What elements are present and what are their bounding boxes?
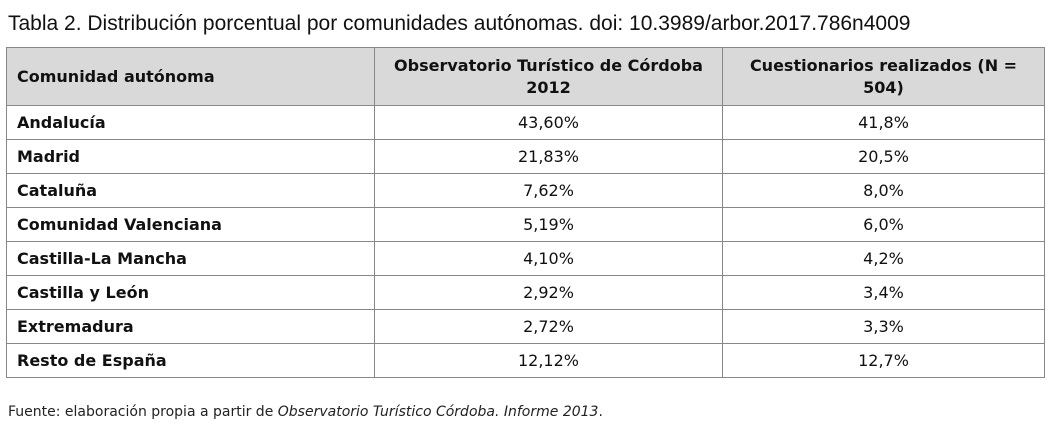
row-cuestionarios-value: 20,5% bbox=[722, 139, 1045, 174]
source-prefix: Fuente: elaboración propia a partir de bbox=[8, 404, 278, 420]
row-observatorio-value: 21,83% bbox=[374, 139, 723, 174]
row-label: Resto de España bbox=[6, 343, 375, 378]
row-label: Madrid bbox=[6, 139, 375, 174]
table-row: Castilla-La Mancha 4,10% 4,2% bbox=[6, 241, 1045, 276]
row-cuestionarios-value: 12,7% bbox=[722, 343, 1045, 378]
row-label: Cataluña bbox=[6, 173, 375, 208]
table-row: Cataluña 7,62% 8,0% bbox=[6, 173, 1045, 208]
row-observatorio-value: 5,19% bbox=[374, 207, 723, 242]
row-observatorio-value: 4,10% bbox=[374, 241, 723, 276]
row-observatorio-value: 2,72% bbox=[374, 309, 723, 344]
row-cuestionarios-value: 6,0% bbox=[722, 207, 1045, 242]
row-observatorio-value: 7,62% bbox=[374, 173, 723, 208]
table-header-row: Comunidad autónoma Observatorio Turístic… bbox=[6, 47, 1045, 106]
row-cuestionarios-value: 8,0% bbox=[722, 173, 1045, 208]
header-observatorio: Observatorio Turístico de Córdoba 2012 bbox=[374, 47, 723, 106]
row-cuestionarios-value: 3,4% bbox=[722, 275, 1045, 310]
table-row: Andalucía 43,60% 41,8% bbox=[6, 105, 1045, 140]
table-row: Extremadura 2,72% 3,3% bbox=[6, 309, 1045, 344]
distribution-table: Comunidad autónoma Observatorio Turístic… bbox=[6, 47, 1045, 378]
row-label: Castilla y León bbox=[6, 275, 375, 310]
row-cuestionarios-value: 4,2% bbox=[722, 241, 1045, 276]
source-suffix: . bbox=[598, 404, 603, 420]
source-note: Fuente: elaboración propia a partir de O… bbox=[8, 404, 603, 420]
table-container: Comunidad autónoma Observatorio Turístic… bbox=[6, 47, 1045, 378]
row-label: Extremadura bbox=[6, 309, 375, 344]
source-italic-title: Observatorio Turístico Córdoba. Informe … bbox=[277, 404, 599, 420]
row-cuestionarios-value: 41,8% bbox=[722, 105, 1045, 140]
row-label: Comunidad Valenciana bbox=[6, 207, 375, 242]
table-row: Resto de España 12,12% 12,7% bbox=[6, 343, 1045, 378]
row-label: Andalucía bbox=[6, 105, 375, 140]
header-cuestionarios: Cuestionarios realizados (N = 504) bbox=[722, 47, 1045, 106]
row-cuestionarios-value: 3,3% bbox=[722, 309, 1045, 344]
table-row: Castilla y León 2,92% 3,4% bbox=[6, 275, 1045, 310]
row-label: Castilla-La Mancha bbox=[6, 241, 375, 276]
table-row: Madrid 21,83% 20,5% bbox=[6, 139, 1045, 174]
table-caption: Tabla 2. Distribución porcentual por com… bbox=[8, 12, 911, 35]
row-observatorio-value: 12,12% bbox=[374, 343, 723, 378]
header-comunidad: Comunidad autónoma bbox=[6, 47, 375, 106]
row-observatorio-value: 2,92% bbox=[374, 275, 723, 310]
row-observatorio-value: 43,60% bbox=[374, 105, 723, 140]
table-row: Comunidad Valenciana 5,19% 6,0% bbox=[6, 207, 1045, 242]
